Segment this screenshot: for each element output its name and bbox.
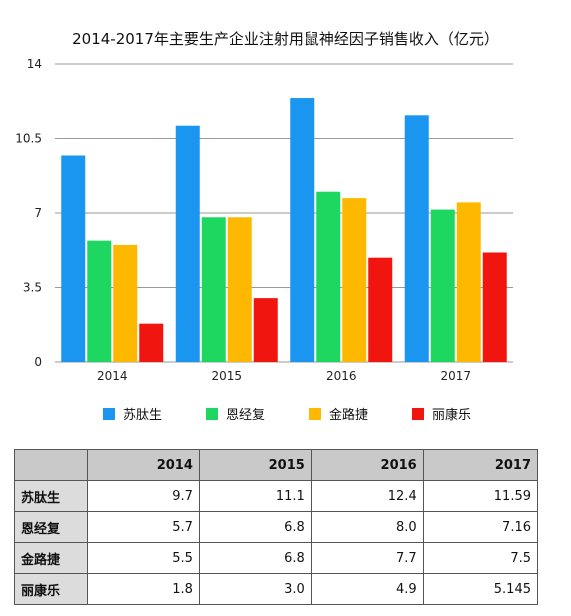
bar — [87, 240, 112, 362]
legend-item: 金路捷 — [309, 404, 412, 423]
bar — [253, 298, 278, 362]
bar — [404, 115, 429, 362]
bar — [342, 198, 367, 362]
x-tick-label: 2016 — [326, 369, 357, 383]
table-header-row: 2014 2015 2016 2017 — [14, 449, 539, 481]
table-cell: 1.8 — [87, 573, 200, 605]
table-cell: 6.8 — [198, 542, 312, 574]
y-tick-label: 3.5 — [23, 281, 42, 295]
table-cell: 9.7 — [87, 480, 200, 512]
row-label: 苏肽生 — [14, 480, 88, 512]
legend-swatch — [309, 407, 321, 420]
legend-swatch — [103, 407, 115, 420]
bar — [482, 252, 507, 362]
bar — [139, 323, 164, 362]
table-cell: 7.7 — [310, 542, 424, 574]
y-tick-label: 10.5 — [15, 132, 42, 146]
legend-item: 丽康乐 — [412, 404, 515, 423]
table-cell: 7.5 — [422, 542, 539, 574]
bar — [456, 202, 481, 362]
table-row: 苏肽生 9.7 11.1 12.4 11.59 — [14, 480, 539, 512]
legend-swatch — [206, 407, 218, 420]
table-header-cell: 2017 — [422, 449, 539, 481]
table-cell: 8.0 — [310, 511, 424, 543]
table-header-cell: 2015 — [198, 449, 312, 481]
x-tick-label: 2014 — [97, 369, 128, 383]
chart-legend: 苏肽生 恩经复 金路捷 丽康乐 — [103, 404, 515, 423]
legend-item: 苏肽生 — [103, 404, 206, 423]
bar — [113, 244, 138, 362]
row-label: 恩经复 — [14, 511, 88, 543]
y-tick-label: 0 — [34, 355, 42, 369]
table-row: 恩经复 5.7 6.8 8.0 7.16 — [14, 511, 539, 543]
y-tick-label: 7 — [34, 206, 42, 220]
bar — [227, 217, 252, 362]
legend-label: 金路捷 — [329, 408, 369, 423]
legend-label: 苏肽生 — [123, 408, 163, 423]
table-corner-cell — [14, 449, 88, 481]
data-table: 2014 2015 2016 2017 苏肽生 9.7 11.1 12.4 11… — [14, 449, 539, 605]
table-cell: 5.5 — [87, 542, 200, 574]
chart-title: 2014-2017年主要生产企业注射用鼠神经因子销售收入（亿元） — [72, 30, 499, 48]
table-cell: 6.8 — [198, 511, 312, 543]
x-tick-label: 2015 — [211, 369, 242, 383]
table-cell: 4.9 — [310, 573, 424, 605]
table-cell: 12.4 — [310, 480, 424, 512]
bar — [368, 257, 393, 362]
legend-label: 丽康乐 — [432, 408, 472, 423]
row-label: 金路捷 — [14, 542, 88, 574]
row-label: 丽康乐 — [14, 573, 88, 605]
legend-item: 恩经复 — [206, 404, 309, 423]
table-cell: 3.0 — [198, 573, 312, 605]
table-cell: 5.145 — [422, 573, 539, 605]
bar — [316, 191, 341, 362]
bar — [175, 125, 200, 362]
bar — [201, 217, 226, 362]
table-cell: 7.16 — [422, 511, 539, 543]
table-cell: 11.1 — [198, 480, 312, 512]
table-cell: 11.59 — [422, 480, 539, 512]
table-row: 金路捷 5.5 6.8 7.7 7.5 — [14, 542, 539, 574]
table-header-cell: 2016 — [310, 449, 424, 481]
bar — [430, 209, 455, 362]
legend-swatch — [412, 407, 424, 420]
legend-label: 恩经复 — [226, 408, 266, 423]
bar-chart: 0 3.5 7 10.5 14 2014 2015 2016 2017 — [15, 57, 513, 383]
bar — [61, 155, 86, 362]
table-cell: 5.7 — [87, 511, 200, 543]
x-tick-label: 2017 — [440, 369, 471, 383]
y-tick-label: 14 — [27, 57, 42, 71]
table-header-cell: 2014 — [87, 449, 200, 481]
bar — [290, 98, 315, 363]
table-row: 丽康乐 1.8 3.0 4.9 5.145 — [14, 573, 539, 605]
